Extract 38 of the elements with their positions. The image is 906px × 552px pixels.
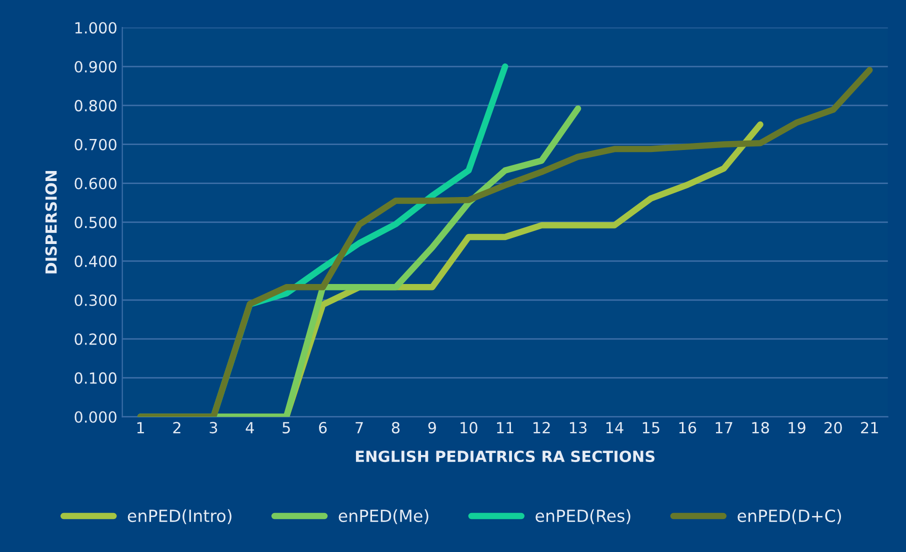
x-tick-label: 7 (356, 422, 363, 434)
x-axis-title: ENGLISH PEDIATRICS RA SECTIONS (356, 450, 655, 462)
y-tick-label: 0.200 (74, 333, 116, 345)
y-axis-title: DISPERSION (45, 170, 57, 274)
x-tick-label: 18 (752, 422, 769, 434)
y-tick-label: 0.800 (74, 100, 116, 112)
legend-label: enPED(Me) (338, 509, 428, 524)
x-tick-label: 17 (716, 422, 732, 434)
y-tick-label: 0.100 (74, 372, 116, 384)
x-tick-label: 14 (606, 422, 624, 434)
y-tick-label: 0.400 (74, 256, 116, 268)
x-tick-label: 11 (497, 422, 514, 434)
legend-label: enPED(Intro) (128, 509, 232, 524)
x-tick-label: 5 (282, 422, 290, 434)
legend-label: enPED(D+C) (738, 509, 841, 524)
y-tick-label: 0.500 (74, 216, 116, 228)
x-tick-label: 1 (137, 422, 144, 434)
y-tick-label: 0.300 (74, 294, 116, 306)
legend-label: enPED(Res) (536, 509, 630, 524)
x-tick-label: 13 (570, 422, 586, 434)
x-tick-label: 21 (861, 422, 878, 434)
y-tick-label: 0.900 (74, 60, 116, 73)
x-tick-label: 4 (246, 422, 254, 434)
x-tick-label: 2 (173, 422, 180, 434)
x-tick-label: 19 (788, 422, 806, 434)
x-tick-label: 20 (824, 422, 842, 434)
y-tick-label: 0.000 (74, 411, 116, 423)
x-tick-label: 15 (642, 422, 660, 434)
x-tick-label: 10 (460, 422, 478, 434)
x-tick-label: 8 (392, 422, 400, 434)
x-tick-label: 9 (428, 422, 436, 434)
x-tick-label: 12 (534, 422, 550, 434)
y-tick-label: 1.000 (75, 22, 116, 34)
x-tick-label: 6 (319, 422, 327, 434)
y-tick-label: 0.600 (74, 178, 116, 190)
x-tick-label: 3 (210, 422, 218, 434)
y-tick-label: 0.700 (74, 138, 116, 150)
x-tick-label: 16 (679, 422, 696, 434)
